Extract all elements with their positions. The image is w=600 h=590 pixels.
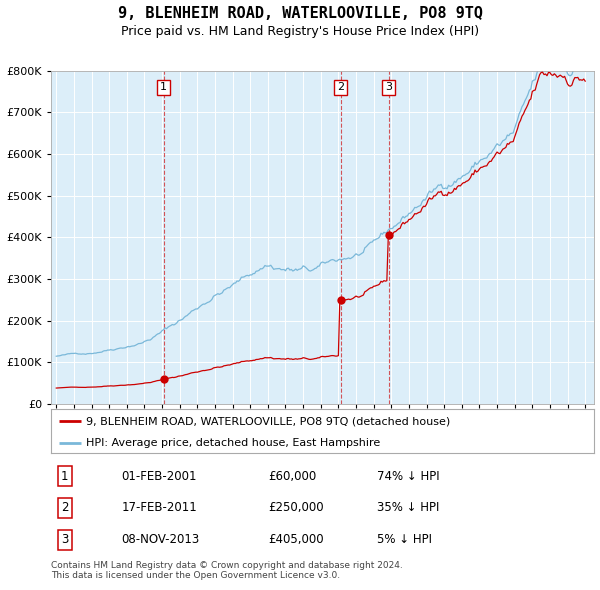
Text: 74% ↓ HPI: 74% ↓ HPI xyxy=(377,470,439,483)
Text: 2: 2 xyxy=(61,502,68,514)
Text: 17-FEB-2011: 17-FEB-2011 xyxy=(122,502,197,514)
Text: £250,000: £250,000 xyxy=(268,502,324,514)
Text: 1: 1 xyxy=(61,470,68,483)
Text: £405,000: £405,000 xyxy=(268,533,324,546)
Text: 2: 2 xyxy=(337,83,344,93)
Text: 1: 1 xyxy=(160,83,167,93)
Text: Price paid vs. HM Land Registry's House Price Index (HPI): Price paid vs. HM Land Registry's House … xyxy=(121,25,479,38)
Text: HPI: Average price, detached house, East Hampshire: HPI: Average price, detached house, East… xyxy=(86,438,380,448)
Text: £60,000: £60,000 xyxy=(268,470,316,483)
Text: Contains HM Land Registry data © Crown copyright and database right 2024.
This d: Contains HM Land Registry data © Crown c… xyxy=(51,560,403,580)
Text: 3: 3 xyxy=(61,533,68,546)
Text: 35% ↓ HPI: 35% ↓ HPI xyxy=(377,502,439,514)
Text: 3: 3 xyxy=(385,83,392,93)
Text: 5% ↓ HPI: 5% ↓ HPI xyxy=(377,533,432,546)
Text: 9, BLENHEIM ROAD, WATERLOOVILLE, PO8 9TQ: 9, BLENHEIM ROAD, WATERLOOVILLE, PO8 9TQ xyxy=(118,6,482,21)
Text: 08-NOV-2013: 08-NOV-2013 xyxy=(122,533,200,546)
Text: 9, BLENHEIM ROAD, WATERLOOVILLE, PO8 9TQ (detached house): 9, BLENHEIM ROAD, WATERLOOVILLE, PO8 9TQ… xyxy=(86,417,451,426)
Text: 01-FEB-2001: 01-FEB-2001 xyxy=(122,470,197,483)
